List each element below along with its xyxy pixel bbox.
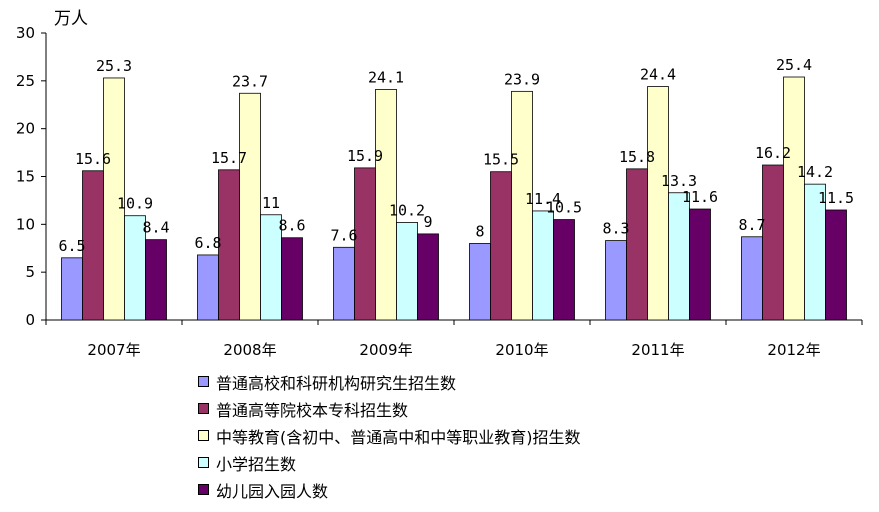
y-axis: 0 5 10 15 20 25 30 <box>16 24 47 329</box>
y-tick-label: 30 <box>16 24 35 42</box>
data-label: 16.2 <box>755 144 791 162</box>
data-label: 23.9 <box>504 70 540 88</box>
bar <box>605 240 627 321</box>
y-tick-label: 10 <box>16 215 35 233</box>
legend-item: 中等教育(含初中、普通高中和中等职业教育)招生数 <box>198 422 581 449</box>
x-tick-label: 2009年 <box>359 341 412 359</box>
bar <box>469 243 491 321</box>
bar <box>417 233 439 321</box>
legend-label: 普通高等院校本专科招生数 <box>216 400 409 420</box>
bar <box>490 171 512 321</box>
bar <box>396 222 418 321</box>
data-label: 25.4 <box>776 56 812 74</box>
chart-legend: 普通高校和科研机构研究生招生数 普通高等院校本专科招生数中等教育(含初中、普通高中… <box>198 368 581 503</box>
data-label: 11.5 <box>818 189 854 207</box>
legend-label: 中等教育(含初中、普通高中和中等职业教育)招生数 <box>216 427 581 447</box>
bar <box>783 76 805 321</box>
legend-item: 普通高等院校本专科招生数 <box>198 395 581 422</box>
bar <box>689 208 711 321</box>
legend-item: 小学招生数 <box>198 449 581 476</box>
legend-label: 小学招生数 <box>216 454 297 474</box>
data-label: 9 <box>423 213 432 231</box>
x-tick-label: 2008年 <box>223 341 276 359</box>
bar <box>281 237 303 321</box>
data-label: 11.4 <box>525 190 561 208</box>
bar <box>197 254 219 321</box>
legend-swatch <box>198 484 209 495</box>
bar <box>532 210 554 321</box>
bar <box>553 219 575 321</box>
y-tick-label: 5 <box>25 263 35 281</box>
y-axis-unit-label: 万人 <box>54 9 88 29</box>
legend-label: 幼儿园入园人数 <box>216 481 329 501</box>
data-label: 7.6 <box>330 226 357 244</box>
bar <box>741 236 763 321</box>
data-label: 15.5 <box>483 151 519 169</box>
data-label: 23.7 <box>232 72 268 90</box>
bar <box>511 90 533 321</box>
data-label: 10.5 <box>546 199 582 217</box>
bar <box>333 246 355 321</box>
data-label: 11 <box>262 194 280 212</box>
legend-item: 普通高校和科研机构研究生招生数 <box>198 368 581 395</box>
legend-swatch <box>198 457 209 468</box>
bar <box>647 86 669 321</box>
bar <box>354 167 376 321</box>
data-label: 11.6 <box>682 188 718 206</box>
data-label: 15.8 <box>619 148 655 166</box>
data-label-group: 6.5 15.6 25.3 10.9 8.4 6.8 15.7 23.7 11 8.6 7.6 15.… <box>58 56 854 255</box>
data-label: 15.7 <box>211 149 247 167</box>
bar <box>825 209 847 321</box>
data-label: 8.3 <box>602 220 629 238</box>
bar <box>145 239 167 321</box>
data-label: 8.6 <box>278 217 305 235</box>
data-label: 14.2 <box>797 163 833 181</box>
bar <box>762 164 784 321</box>
data-label: 6.8 <box>194 234 221 252</box>
bar <box>82 170 104 321</box>
data-label: 8.4 <box>142 219 169 237</box>
legend-item: 幼儿园入园人数 <box>198 476 581 503</box>
data-label: 15.6 <box>75 150 111 168</box>
bar <box>103 77 125 321</box>
y-tick-label: 25 <box>16 72 35 90</box>
data-label: 15.9 <box>347 147 383 165</box>
x-tick-label: 2007年 <box>87 341 140 359</box>
x-axis: 2007年 2008年 2009年 2010年 2011年 2012年 <box>45 319 863 359</box>
data-label: 8 <box>475 222 484 240</box>
data-label: 6.5 <box>58 237 85 255</box>
data-label: 25.3 <box>96 57 132 75</box>
bar <box>61 257 83 321</box>
data-label: 8.7 <box>738 216 765 234</box>
bar <box>375 89 397 321</box>
bar <box>626 168 648 321</box>
legend-swatch <box>198 376 209 387</box>
x-tick-label: 2011年 <box>631 341 684 359</box>
data-label: 13.3 <box>661 172 697 190</box>
data-label: 10.9 <box>117 195 153 213</box>
y-tick-label: 15 <box>16 168 35 186</box>
bar <box>218 169 240 321</box>
legend-label: 普通高校和科研机构研究生招生数 <box>216 373 457 393</box>
data-label: 24.1 <box>368 68 404 86</box>
x-tick-label: 2010年 <box>495 341 548 359</box>
bar-series-group <box>61 76 847 321</box>
data-label: 10.2 <box>389 201 425 219</box>
bar <box>239 92 261 321</box>
data-label: 24.4 <box>640 66 676 84</box>
y-tick-label: 20 <box>16 120 35 138</box>
y-tick-label: 0 <box>25 311 35 329</box>
bar <box>668 192 690 321</box>
x-tick-label: 2012年 <box>767 341 820 359</box>
legend-swatch <box>198 430 209 441</box>
legend-swatch <box>198 403 209 414</box>
